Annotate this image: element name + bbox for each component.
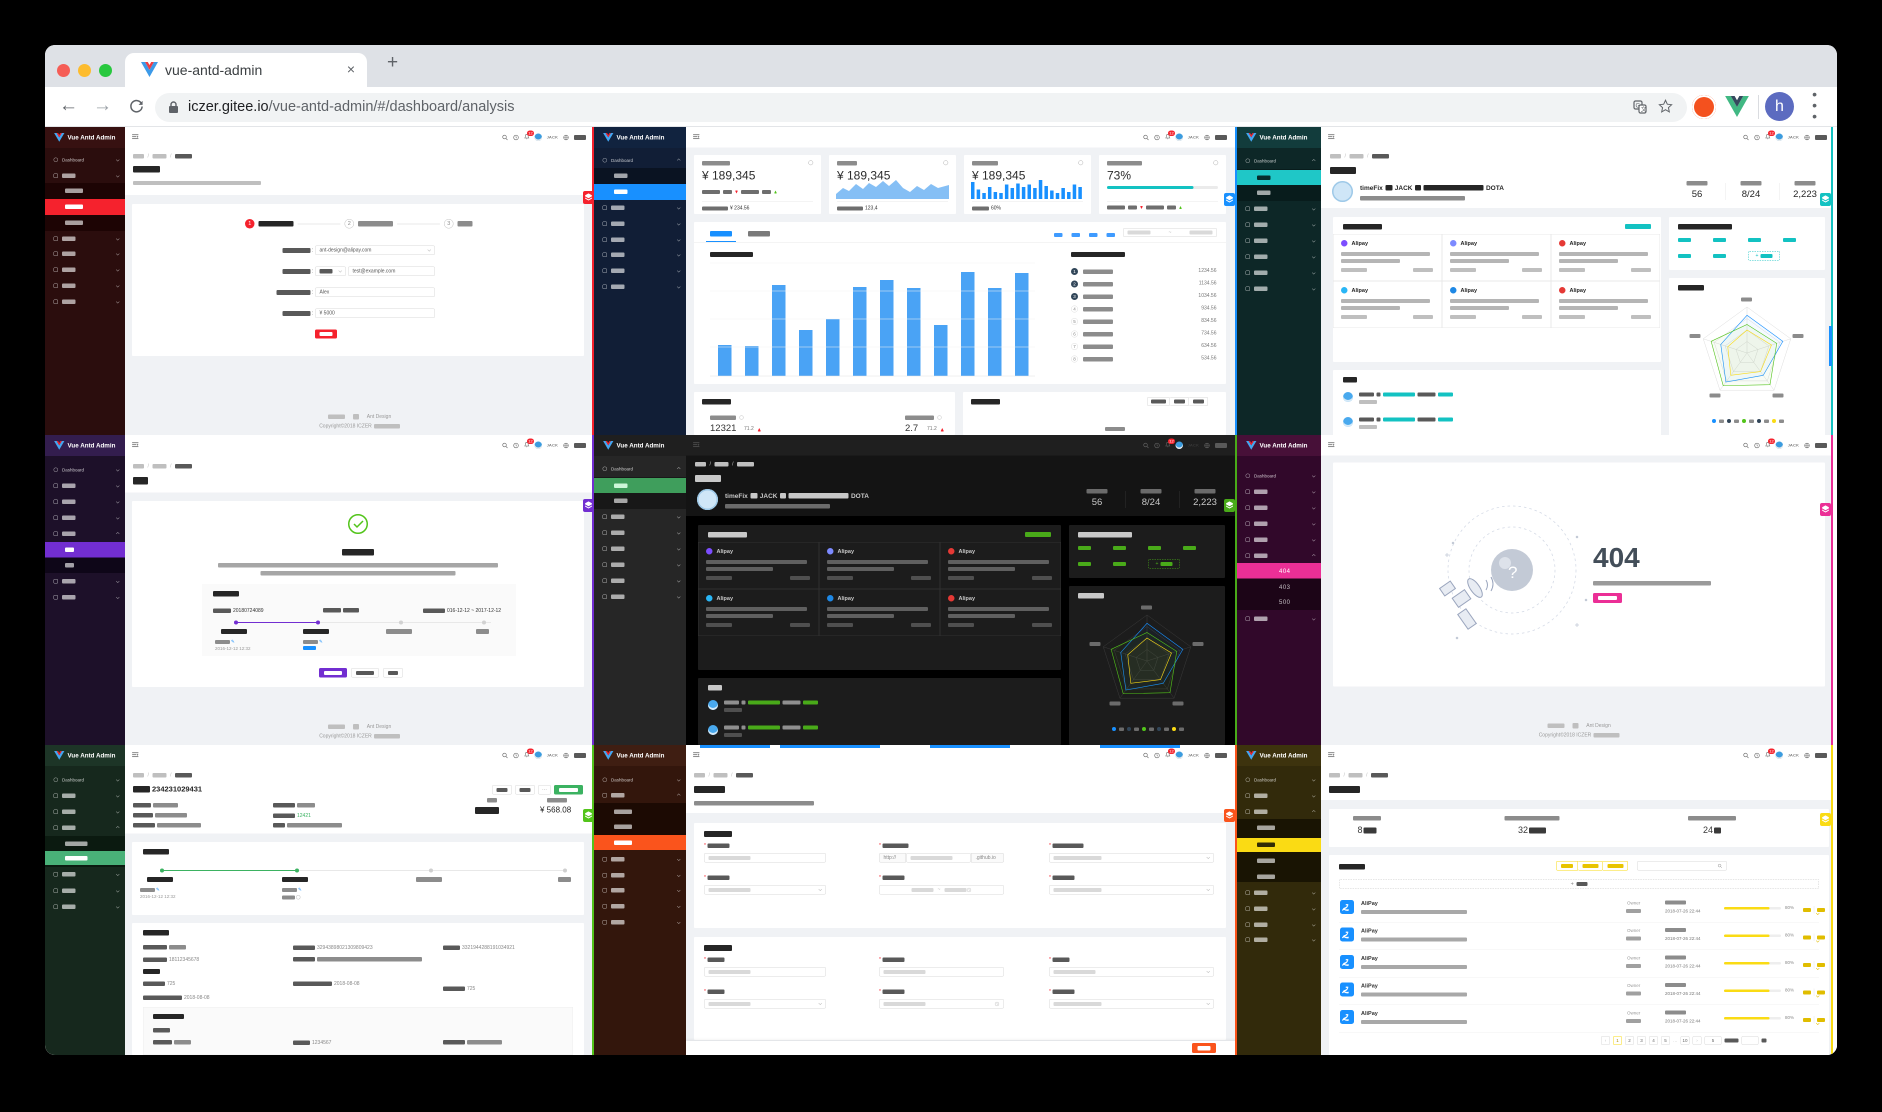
svg-text:?: ? bbox=[1508, 563, 1517, 582]
svg-text:文: 文 bbox=[1641, 106, 1647, 114]
svg-text:G: G bbox=[1636, 104, 1641, 110]
